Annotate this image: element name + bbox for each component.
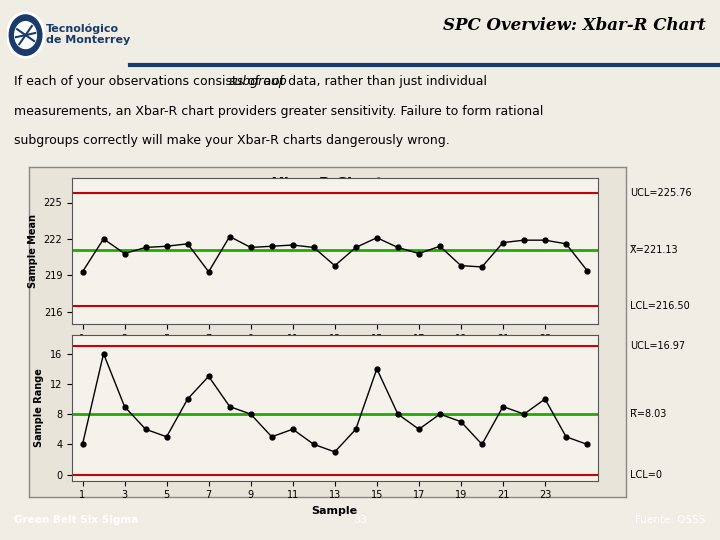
X-axis label: Sample: Sample (312, 349, 358, 359)
Text: Green Belt Six Sigma: Green Belt Six Sigma (14, 515, 139, 525)
Text: X̅=221.13: X̅=221.13 (630, 245, 679, 254)
Text: 33: 33 (353, 515, 367, 525)
Text: If each of your observations consists of a: If each of your observations consists of… (14, 75, 276, 88)
Text: measurements, an Xbar-R chart providers greater sensitivity. Failure to form rat: measurements, an Xbar-R chart providers … (14, 105, 544, 118)
Text: SPC Overview: Xbar-R Chart: SPC Overview: Xbar-R Chart (443, 17, 706, 35)
Text: Fuente: OSSS: Fuente: OSSS (635, 515, 706, 525)
Y-axis label: Sample Mean: Sample Mean (28, 214, 38, 288)
Text: subgroups correctly will make your Xbar-R charts dangerously wrong.: subgroups correctly will make your Xbar-… (14, 134, 450, 147)
Text: UCL=16.97: UCL=16.97 (630, 341, 685, 352)
Text: LCL=216.50: LCL=216.50 (630, 301, 690, 311)
Text: Xbar-R Chart: Xbar-R Chart (272, 177, 383, 192)
Text: R̅=8.03: R̅=8.03 (630, 409, 667, 419)
Text: LCL=0: LCL=0 (630, 470, 662, 480)
Text: UCL=225.76: UCL=225.76 (630, 188, 692, 198)
X-axis label: Sample: Sample (312, 506, 358, 516)
Text: de Monterrey: de Monterrey (46, 35, 130, 45)
Circle shape (14, 20, 38, 50)
Text: Tecnológico: Tecnológico (46, 23, 120, 33)
Circle shape (7, 13, 44, 57)
Y-axis label: Sample Range: Sample Range (35, 368, 45, 447)
Text: subgroup: subgroup (228, 75, 287, 88)
Text: of data, rather than just individual: of data, rather than just individual (269, 75, 487, 88)
